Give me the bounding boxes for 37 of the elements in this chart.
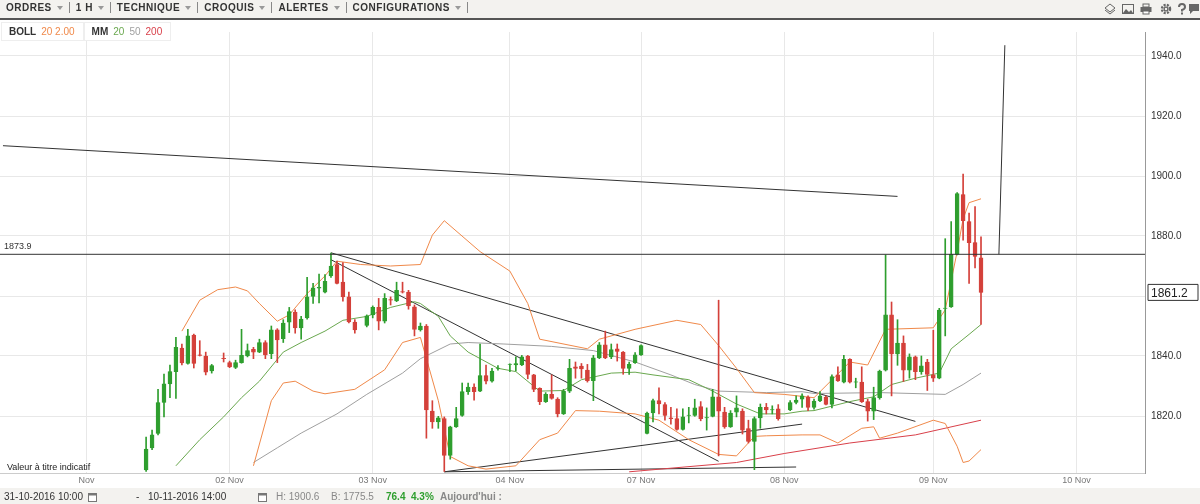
text: H: 1900.6 xyxy=(276,491,320,502)
text: 1 H xyxy=(75,2,93,13)
text: B: 1775.5 xyxy=(331,491,374,502)
text: 20 xyxy=(113,26,125,37)
y-tick-label: 1840.0 xyxy=(1151,349,1183,361)
text: - xyxy=(136,491,140,502)
text: 4.3% xyxy=(411,491,434,502)
text: TECHNIQUE xyxy=(116,2,181,13)
text: 31-10-2016 10:00 xyxy=(4,491,83,502)
text: 10-11-2016 14:00 xyxy=(148,491,227,502)
text: ORDRES xyxy=(6,2,52,13)
annotation: BOLL xyxy=(9,26,37,37)
x-tick-label: 07 Nov xyxy=(626,474,656,485)
x-tick-label: 10 Nov xyxy=(1062,474,1092,485)
y-tick-label: 1940.0 xyxy=(1151,49,1183,61)
x-tick-label: 04 Nov xyxy=(495,474,525,485)
y-tick-label: 1900.0 xyxy=(1151,169,1183,181)
text: CONFIGURATIONS xyxy=(352,2,450,13)
annotation: MM xyxy=(91,26,109,37)
text: 1861.2 xyxy=(1151,285,1189,300)
y-tick-label: 1820.0 xyxy=(1151,409,1183,421)
y-tick-label: 1880.0 xyxy=(1151,229,1183,241)
text: 200 xyxy=(145,26,163,37)
text: CROQUIS xyxy=(204,2,255,13)
text: ALERTES xyxy=(278,2,329,13)
x-tick-label: 08 Nov xyxy=(769,474,799,485)
x-tick-label: 09 Nov xyxy=(919,474,949,485)
x-tick-label: Nov xyxy=(78,474,95,485)
text: 20 2.00 xyxy=(41,26,75,37)
x-tick-label: 03 Nov xyxy=(358,474,388,485)
ref-line-label: 1873.9 xyxy=(4,241,32,252)
text: 50 xyxy=(129,26,141,37)
text: Aujourd'hui : xyxy=(440,491,502,502)
annotation: Valeur à titre indicatif xyxy=(7,462,91,472)
text: 76.4 xyxy=(386,491,406,502)
y-tick-label: 1920.0 xyxy=(1151,109,1183,121)
x-tick-label: 02 Nov xyxy=(215,474,245,485)
